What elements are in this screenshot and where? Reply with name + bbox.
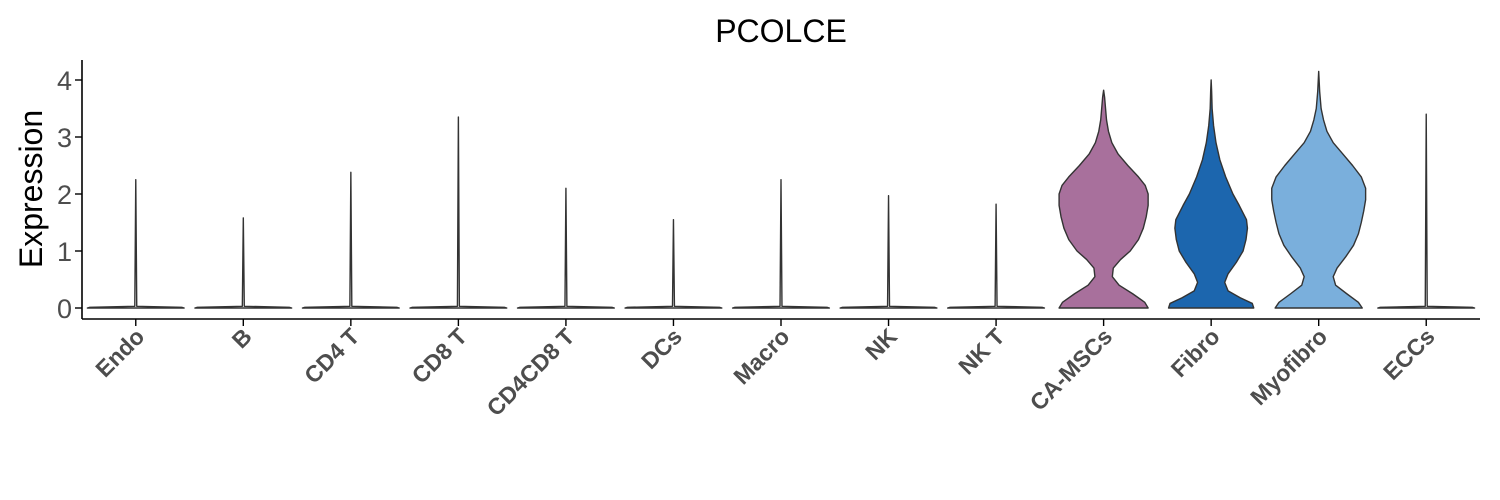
violin-cd4cd8-t [516,187,616,309]
violin-fibro [1167,79,1255,309]
violin-cd4-t [301,171,400,309]
violin-eccs [1377,113,1476,309]
x-tick-label: Macro [728,323,794,389]
violin-b [194,217,293,309]
y-axis-label: Expression [13,110,49,268]
x-axis-ticks: Endo B CD4 T CD8 T CD4CD8 T DCs Macro NK NK T CA-… [90,319,1440,421]
x-tick-label: Fibro [1166,323,1225,382]
violin-cd8-t [409,116,508,309]
violin-group [86,70,1476,309]
violin-nk [839,195,938,309]
x-tick-label: CD4CD8 T [482,323,580,421]
x-tick-label: CD4 T [299,323,364,388]
x-tick-label: Myofibro [1245,323,1332,410]
violin-dcs [624,218,723,309]
x-tick-label: CA-MSCs [1025,323,1117,415]
x-tick-label: NK [860,323,902,365]
violin-myofibro [1271,70,1367,309]
violin-nk-t [946,203,1046,309]
y-tick-label: 4 [57,66,72,96]
x-tick-label: CD8 T [407,323,472,388]
violin-endo [86,179,185,309]
chart-title: PCOLCE [715,13,847,49]
violin-ca-mscs [1058,89,1149,309]
x-tick-label: NK T [953,323,1009,379]
violin-macro [731,179,831,309]
y-tick-label: 2 [57,180,72,210]
x-tick-label: Endo [90,323,149,382]
x-tick-label: ECCs [1378,323,1440,385]
y-tick-label: 1 [57,237,72,267]
y-axis-ticks: 0 1 2 3 4 [57,66,82,324]
x-tick-label: DCs [636,323,687,374]
x-tick-label: B [227,323,257,353]
y-tick-label: 0 [57,294,72,324]
y-tick-label: 3 [57,123,72,153]
